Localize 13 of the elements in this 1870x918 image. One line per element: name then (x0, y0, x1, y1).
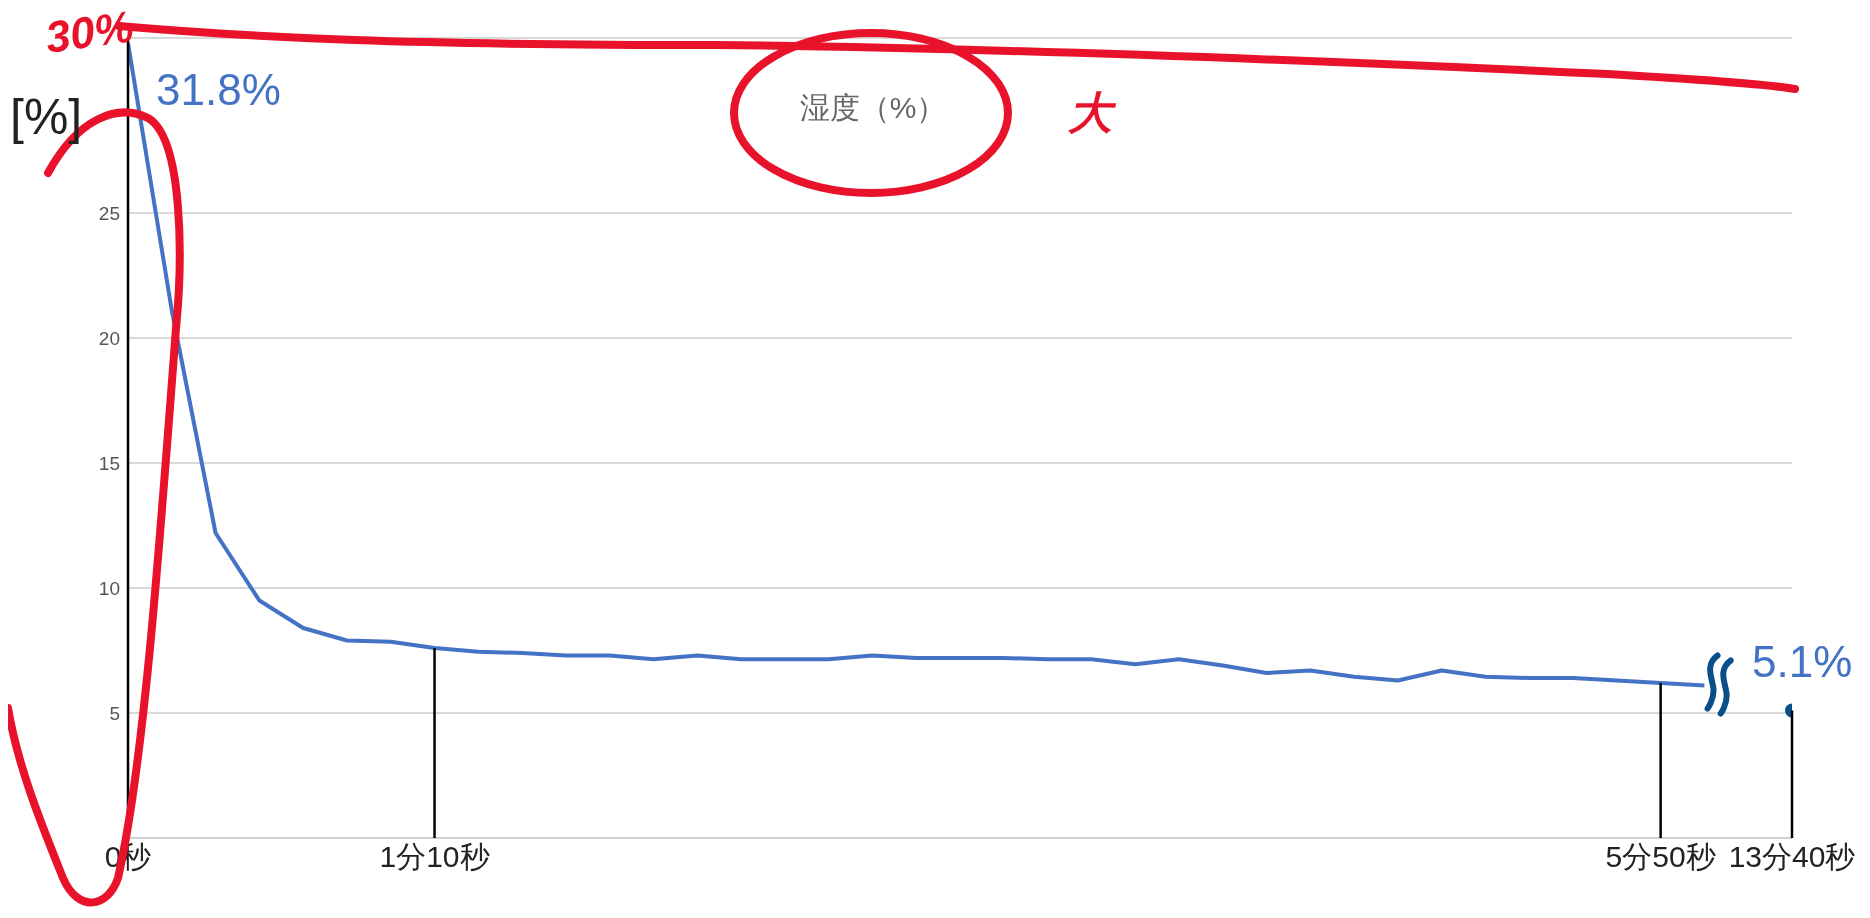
annotation: 31.8% (156, 65, 281, 114)
y-tick-label: 25 (98, 202, 120, 224)
x-tick-label: 5分50秒 (1605, 840, 1716, 874)
y-tick-label: 10 (98, 577, 120, 599)
annotation: 5.1% (1752, 636, 1853, 686)
y-axis-title: [%] (10, 88, 83, 146)
x-tick-label: 1分10秒 (379, 840, 490, 874)
x-tick-label: 13分40秒 (1728, 840, 1856, 874)
text: 湿度（%） (799, 91, 947, 124)
y-tick-label: 5 (109, 702, 120, 724)
y-tick-label: 15 (98, 452, 120, 474)
annotation: 大 (1068, 88, 1117, 137)
y-tick-label: 20 (98, 327, 120, 349)
